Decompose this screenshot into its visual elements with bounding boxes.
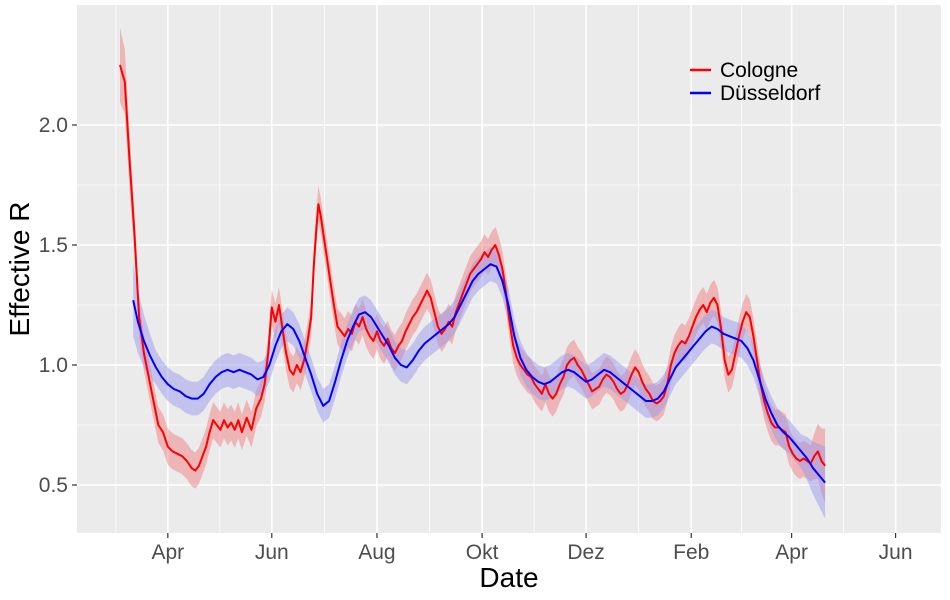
legend-label-cologne: Cologne [720, 59, 798, 82]
y-tick-label: 2.0 [39, 114, 68, 137]
y-axis-title: Effective R [4, 202, 35, 337]
confidence-bands [120, 27, 826, 519]
legend: Cologne Düsseldorf [690, 59, 821, 105]
x-tick-label: Aug [358, 541, 395, 564]
legend-label-duesseldorf: Düsseldorf [720, 82, 821, 105]
x-axis-title: Date [479, 562, 538, 593]
x-tick-label: Apr [151, 541, 184, 564]
line-cologne [119, 64, 826, 472]
x-tick-label: Okt [466, 541, 499, 564]
x-tick-label: Jun [879, 541, 913, 564]
x-tick-label: Jun [255, 541, 289, 564]
x-axis: Apr Jun Aug Okt Dez Feb Apr Jun [151, 533, 913, 564]
x-tick-label: Apr [775, 541, 808, 564]
series-lines [119, 64, 826, 484]
line-duesseldorf [132, 263, 826, 484]
x-tick-label: Dez [567, 541, 604, 564]
y-axis: 0.5 1.0 1.5 2.0 [39, 114, 77, 497]
y-tick-label: 0.5 [39, 474, 68, 497]
y-tick-label: 1.5 [39, 234, 68, 257]
x-tick-label: Feb [673, 541, 709, 564]
y-tick-label: 1.0 [39, 354, 68, 377]
